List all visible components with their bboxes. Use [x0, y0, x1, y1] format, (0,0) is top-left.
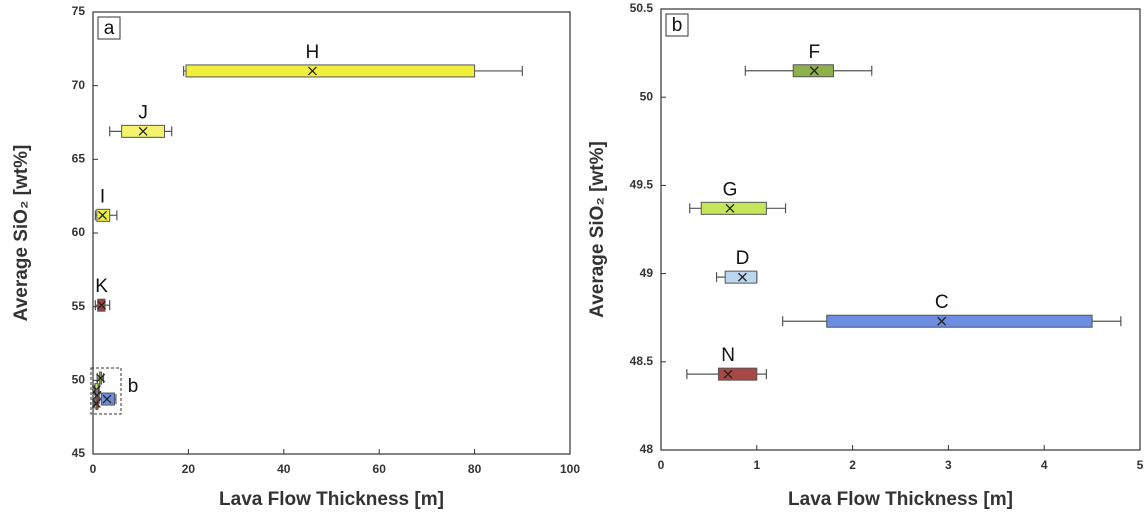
box	[717, 367, 758, 381]
plot-frame	[660, 8, 1141, 451]
panel-label: b	[672, 15, 683, 36]
box-label: G	[723, 179, 738, 200]
box-label: C	[935, 292, 949, 313]
box	[792, 64, 834, 78]
y-tick-label: 65	[72, 152, 86, 166]
box-label: J	[138, 102, 148, 123]
panel: a Lava Flow Thickness [m] Average SiO₂ [wt…	[11, 4, 580, 510]
y-tick-label: 50	[640, 89, 654, 103]
x-tick-label: 20	[182, 462, 196, 476]
mean-marker	[97, 300, 107, 310]
mean-marker	[737, 272, 747, 282]
panel-label-box	[665, 13, 689, 37]
box-label: I	[100, 186, 105, 207]
mean-marker	[98, 210, 107, 220]
y-tick-label: 75	[72, 4, 86, 18]
y-tick-label: 50	[72, 373, 86, 387]
x-tick-label: 2	[849, 458, 856, 472]
y-tick-label: 60	[72, 225, 86, 239]
x-tick-label: 0	[658, 458, 665, 472]
zoom-region	[90, 367, 122, 415]
mean-marker	[809, 66, 819, 76]
x-tick-label: 5	[1137, 458, 1144, 472]
box	[724, 270, 758, 284]
y-tick-label: 49	[640, 266, 654, 280]
x-tick-label: 60	[373, 462, 387, 476]
panel-label-box	[97, 16, 121, 40]
panel-label: a	[104, 18, 115, 39]
mean-marker	[307, 66, 317, 76]
box-label: H	[306, 42, 320, 63]
mean-marker	[92, 390, 102, 400]
box	[826, 314, 1093, 328]
mean-marker	[138, 126, 148, 136]
mean-marker	[723, 369, 733, 379]
box	[700, 201, 767, 215]
mean-marker	[725, 203, 735, 213]
x-tick-label: 1	[753, 458, 760, 472]
mean-marker	[102, 394, 112, 404]
x-tick-label: 80	[468, 462, 482, 476]
mean-marker	[937, 316, 947, 326]
box-label: N	[721, 345, 735, 366]
mean-marker	[91, 399, 101, 408]
zoom-label: b	[128, 376, 139, 397]
box-label: F	[808, 42, 820, 63]
plot-frame	[92, 11, 571, 455]
y-tick-label: 70	[72, 78, 86, 92]
y-tick-label: 48	[640, 442, 654, 456]
y-tick-label: 48.5	[630, 354, 654, 368]
panel: b Lava Flow Thickness [m] Average SiO₂ [wt…	[587, 1, 1144, 510]
y-tick-label: 55	[72, 299, 86, 313]
box-label: K	[95, 276, 108, 297]
box	[185, 64, 476, 78]
box-label: D	[736, 248, 750, 269]
x-tick-label: 40	[277, 462, 291, 476]
x-axis-label: Lava Flow Thickness [m]	[788, 489, 1013, 510]
x-tick-label: 3	[945, 458, 952, 472]
y-axis-label: Average SiO₂ [wt%]	[587, 141, 608, 318]
y-axis-label: Average SiO₂ [wt%]	[11, 145, 32, 322]
y-tick-label: 50.5	[630, 1, 654, 15]
y-tick-label: 49.5	[630, 178, 654, 192]
y-tick-label: 45	[72, 446, 86, 460]
x-tick-label: 4	[1041, 458, 1048, 472]
x-axis-label: Lava Flow Thickness [m]	[219, 489, 444, 510]
x-tick-label: 0	[90, 462, 97, 476]
x-tick-label: 100	[560, 462, 580, 476]
